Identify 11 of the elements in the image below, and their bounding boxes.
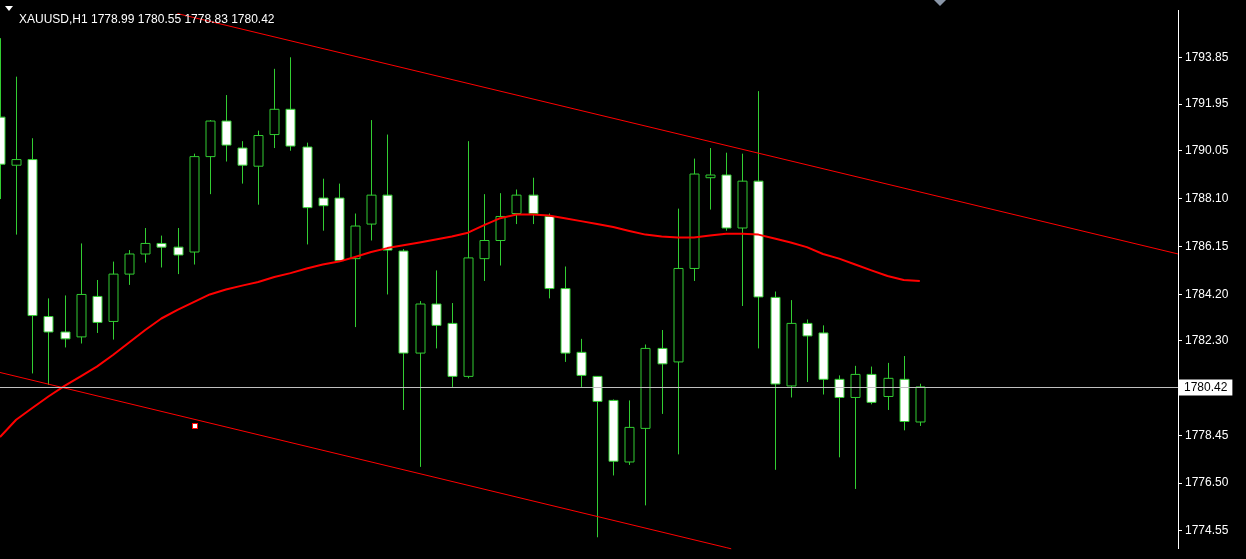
y-tick-label: 1782.30 — [1185, 333, 1229, 348]
y-tick-label: 1786.15 — [1185, 238, 1229, 253]
ref-line-label: 1780.42 — [1184, 379, 1228, 394]
y-tick-label: 1784.20 — [1185, 286, 1229, 301]
y-tick-label: 1791.95 — [1185, 96, 1229, 111]
y-tick-label: 1778.45 — [1185, 427, 1229, 442]
y-tick-label: 1788.10 — [1185, 190, 1229, 205]
y-tick-label: 1793.85 — [1185, 49, 1229, 64]
y-tick-label: 1774.55 — [1185, 523, 1229, 538]
y-tick-label: 1790.05 — [1185, 143, 1229, 158]
y-tick-label: 1776.50 — [1185, 475, 1229, 490]
